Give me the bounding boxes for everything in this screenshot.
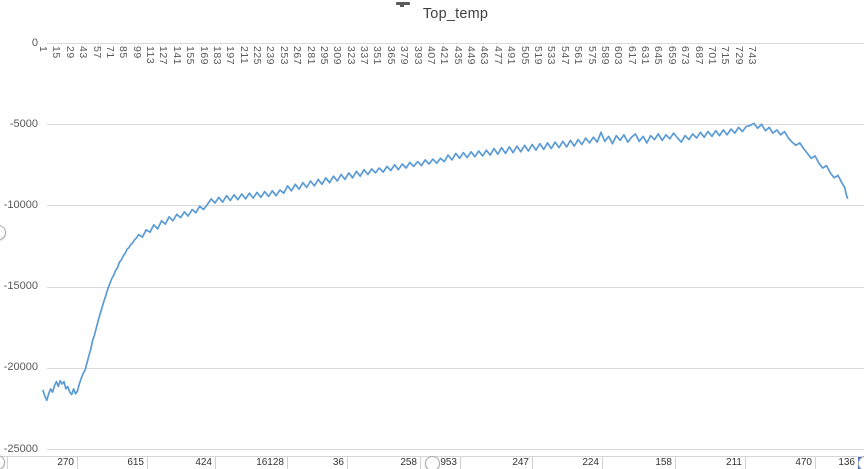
sheet-cell[interactable]: 247 — [512, 457, 529, 468]
clipped-text-fragment-descender — [400, 4, 404, 7]
sheet-cell[interactable]: 224 — [582, 457, 599, 468]
cell-border — [420, 457, 421, 469]
cell-border — [602, 457, 603, 469]
chart-handle-bottom-center[interactable] — [424, 455, 440, 469]
cell-border — [460, 457, 461, 469]
gridline — [47, 286, 864, 288]
cell-border — [675, 457, 676, 469]
cell-border — [7, 457, 8, 469]
cell-border — [287, 457, 288, 469]
cell-border — [347, 457, 348, 469]
clipped-text-fragment — [396, 2, 410, 5]
cell-border — [745, 457, 746, 469]
sheet-cell[interactable]: 270 — [57, 457, 74, 468]
cell-border — [77, 457, 78, 469]
gridline — [47, 449, 864, 450]
cell-border — [532, 457, 533, 469]
sheet-cell[interactable]: 16128 — [256, 457, 284, 468]
gridline — [47, 205, 864, 207]
sheet-cell[interactable]: 136 — [838, 457, 855, 468]
sheet-cell[interactable]: 470 — [795, 457, 812, 468]
cell-border — [815, 457, 816, 469]
gridline — [47, 367, 864, 369]
y-tick-label: -20000 — [3, 361, 38, 374]
y-tick-label: -5000 — [9, 117, 38, 130]
sheet-cell[interactable]: 953 — [440, 457, 457, 468]
gridline — [47, 43, 864, 44]
sheet-cell[interactable]: 615 — [127, 457, 144, 468]
cell-border — [215, 457, 216, 469]
y-tick-label: 0 — [31, 36, 38, 49]
y-tick-label: -10000 — [3, 198, 38, 211]
sheet-cell[interactable]: 258 — [400, 457, 417, 468]
y-tick-label: -25000 — [3, 442, 38, 455]
sheet-cell[interactable]: 211 — [726, 457, 742, 468]
chart-title[interactable]: Top_temp — [422, 6, 489, 22]
gridline — [47, 124, 864, 126]
sheet-cell[interactable]: 424 — [195, 457, 212, 468]
cell-border — [147, 457, 148, 469]
sheet-cell[interactable]: 158 — [655, 457, 672, 468]
y-tick-label: -15000 — [3, 280, 38, 293]
sheet-cell[interactable]: 36 — [332, 457, 344, 468]
